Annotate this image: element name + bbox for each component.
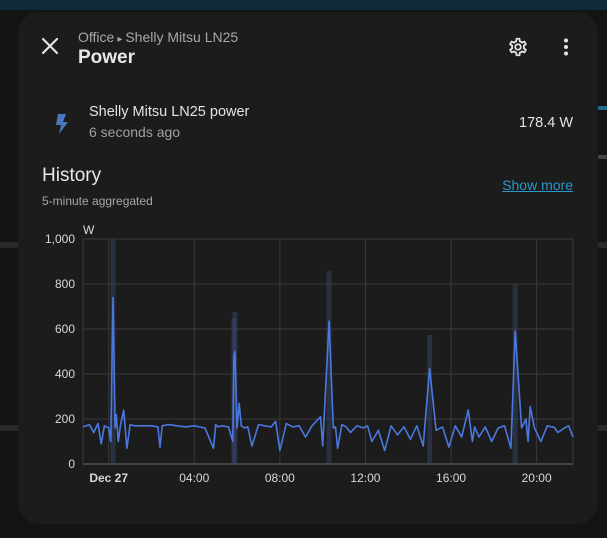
background-divider [598, 242, 607, 248]
history-subtitle: 5-minute aggregated [42, 194, 153, 208]
close-button[interactable] [36, 32, 64, 60]
series-line [82, 296, 574, 452]
x-tick-label: 04:00 [179, 471, 209, 485]
more-options-button[interactable] [554, 34, 578, 60]
x-tick-label: 20:00 [522, 471, 552, 485]
more-vertical-icon [564, 38, 568, 56]
breadcrumb-separator: ▸ [117, 34, 123, 45]
y-tick-label: 600 [55, 322, 75, 336]
y-tick-label: 1,000 [45, 232, 75, 246]
dialog-title: Power [78, 47, 136, 68]
y-tick-label: 0 [68, 457, 75, 471]
background-toolbar [0, 0, 607, 10]
history-heading: History [42, 165, 102, 186]
y-tick-label: 800 [55, 277, 75, 291]
y-unit-label: W [83, 223, 95, 237]
x-tick-label: 08:00 [265, 471, 295, 485]
breadcrumb-area[interactable]: Office [78, 29, 115, 45]
gear-icon [509, 37, 527, 57]
y-tick-label: 200 [55, 412, 75, 426]
breadcrumb-device[interactable]: Shelly Mitsu LN25 [125, 29, 239, 45]
settings-button[interactable] [505, 34, 531, 60]
more-info-dialog: Office ▸ Shelly Mitsu LN25 Power Shelly Mi… [18, 12, 598, 524]
show-more-link[interactable]: Show more [502, 177, 573, 193]
background-accent [598, 155, 607, 159]
entity-state-value: 178.4 W [519, 115, 573, 131]
entity-name: Shelly Mitsu LN25 power [89, 104, 250, 120]
entity-state-row[interactable]: Shelly Mitsu LN25 power 6 seconds ago 17… [48, 100, 578, 144]
background-accent [598, 106, 607, 110]
background-divider [598, 425, 607, 431]
flash-icon [56, 114, 68, 134]
y-tick-label: 400 [55, 367, 75, 381]
background-divider [0, 242, 18, 248]
x-tick-label: 16:00 [436, 471, 466, 485]
x-tick-label: 12:00 [350, 471, 380, 485]
entity-last-changed: 6 seconds ago [89, 124, 181, 140]
background-divider [0, 425, 18, 431]
x-tick-label: Dec 27 [89, 471, 128, 485]
breadcrumb: Office ▸ Shelly Mitsu LN25 [78, 29, 238, 45]
history-chart[interactable]: 0 200 400 600 800 1,000 W Dec 27 04:00 08:00 12:00… [18, 12, 598, 524]
close-icon [41, 37, 59, 55]
